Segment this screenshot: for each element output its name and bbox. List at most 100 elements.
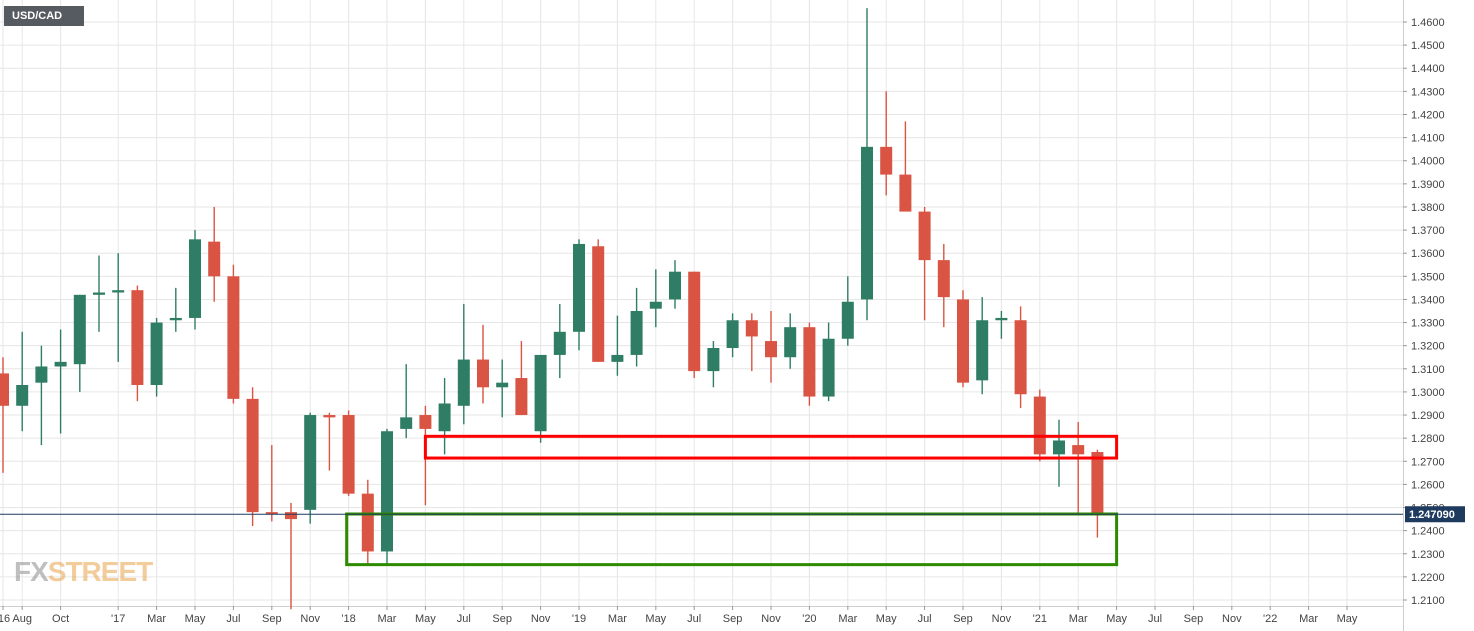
x-tick-label: Sep xyxy=(723,613,743,625)
y-tick-label: 1.3200 xyxy=(1411,341,1445,353)
current-price-label: 1.247090 xyxy=(1409,509,1455,521)
candle-body xyxy=(304,415,317,510)
x-tick-label: '17 xyxy=(111,613,125,625)
candle-body xyxy=(803,327,816,397)
x-tick-label: Nov xyxy=(531,613,551,625)
x-tick-label: May xyxy=(185,613,206,625)
x-tick-label: May xyxy=(876,613,897,625)
candle-body xyxy=(1033,396,1046,455)
x-tick-label: Nov xyxy=(1222,613,1242,625)
candle-body xyxy=(0,373,9,406)
y-tick-label: 1.2400 xyxy=(1411,526,1445,538)
y-tick-label: 1.3400 xyxy=(1411,294,1445,306)
candle-body xyxy=(515,378,528,416)
candle-body xyxy=(131,290,144,385)
x-tick-label: Sep xyxy=(1184,613,1204,625)
candle-body xyxy=(784,327,797,358)
candle-body xyxy=(169,317,182,321)
candle-body xyxy=(918,211,931,261)
candle-body xyxy=(745,320,758,337)
y-tick-label: 1.3500 xyxy=(1411,271,1445,283)
x-tick-label: Jul xyxy=(1148,613,1162,625)
x-tick-label: Jul xyxy=(918,613,932,625)
candle-body xyxy=(592,246,605,362)
candle-body xyxy=(861,146,873,300)
y-tick-label: 1.3800 xyxy=(1411,202,1445,214)
x-tick-label: Aug xyxy=(12,613,32,625)
candle-body xyxy=(457,359,470,406)
y-tick-label: 1.2600 xyxy=(1411,479,1445,491)
resistance-zone-box xyxy=(423,434,1119,460)
x-tick-label: '18 xyxy=(341,613,355,625)
symbol-badge: USD/CAD xyxy=(4,6,84,26)
candle-body xyxy=(553,331,566,355)
x-tick-label: Oct xyxy=(52,613,69,625)
candle-body xyxy=(323,415,336,418)
candle-body xyxy=(937,260,950,298)
candle-body xyxy=(976,320,989,381)
x-tick-label: Jul xyxy=(687,613,701,625)
candle-body xyxy=(54,361,67,367)
y-tick-label: 1.3600 xyxy=(1411,248,1445,260)
x-tick-label: '22 xyxy=(1263,613,1277,625)
candle-body xyxy=(995,317,1008,321)
x-tick-label: Sep xyxy=(953,613,973,625)
y-tick-label: 1.3300 xyxy=(1411,318,1445,330)
candle-body xyxy=(381,431,393,552)
candle-body xyxy=(400,417,413,429)
x-tick-label: Mar xyxy=(1299,613,1318,625)
x-tick-label: Mar xyxy=(147,613,166,625)
candle-body xyxy=(189,239,201,318)
candle-body xyxy=(1014,320,1027,395)
x-tick-label: '19 xyxy=(572,613,586,625)
x-tick-label: Nov xyxy=(300,613,320,625)
logo-part-street: STREET xyxy=(47,556,153,587)
candle-body xyxy=(112,290,125,293)
y-tick-label: 1.4100 xyxy=(1411,133,1445,145)
y-tick-label: 1.4200 xyxy=(1411,109,1445,121)
candle-body xyxy=(419,415,432,429)
candle-body xyxy=(534,354,547,432)
y-tick-label: 1.4600 xyxy=(1411,17,1445,29)
candle-body xyxy=(208,241,221,277)
candle-body xyxy=(342,415,355,494)
x-tick-label: Sep xyxy=(262,613,282,625)
candle-body xyxy=(841,301,854,339)
x-tick-label: May xyxy=(1337,613,1358,625)
y-tick-label: 1.3100 xyxy=(1411,364,1445,376)
candle-body xyxy=(611,354,624,362)
candle-body xyxy=(1072,445,1085,455)
x-tick-label: May xyxy=(1106,613,1127,625)
x-tick-label: Nov xyxy=(761,613,781,625)
y-tick-label: 1.2900 xyxy=(1411,410,1445,422)
candle-body xyxy=(361,493,374,552)
candle-body xyxy=(573,243,585,332)
candle-body xyxy=(649,301,662,309)
candle-body xyxy=(93,292,105,295)
y-tick-label: 1.4500 xyxy=(1411,40,1445,52)
y-tick-label: 1.4300 xyxy=(1411,86,1445,98)
candle-body xyxy=(669,271,681,300)
candle-body xyxy=(150,322,163,385)
candle-body xyxy=(438,403,451,432)
x-tick-label: Mar xyxy=(1069,613,1088,625)
candle-body xyxy=(899,174,912,212)
x-tick-label: Mar xyxy=(838,613,857,625)
candle-body xyxy=(957,299,969,383)
y-tick-label: 1.3700 xyxy=(1411,225,1445,237)
x-tick-label: May xyxy=(645,613,666,625)
candle-body xyxy=(688,271,701,372)
x-tick-label: '20 xyxy=(802,613,816,625)
candle-body xyxy=(1091,452,1104,515)
current-price-badge xyxy=(1405,506,1465,523)
candle-body xyxy=(880,146,893,175)
candle-body xyxy=(496,382,509,388)
y-tick-label: 1.2300 xyxy=(1411,549,1445,561)
x-tick-label: Jul xyxy=(226,613,240,625)
y-tick-label: 1.4000 xyxy=(1411,156,1445,168)
y-tick-label: 1.2100 xyxy=(1411,595,1445,607)
candle-body xyxy=(477,359,489,388)
x-tick-label: May xyxy=(415,613,436,625)
